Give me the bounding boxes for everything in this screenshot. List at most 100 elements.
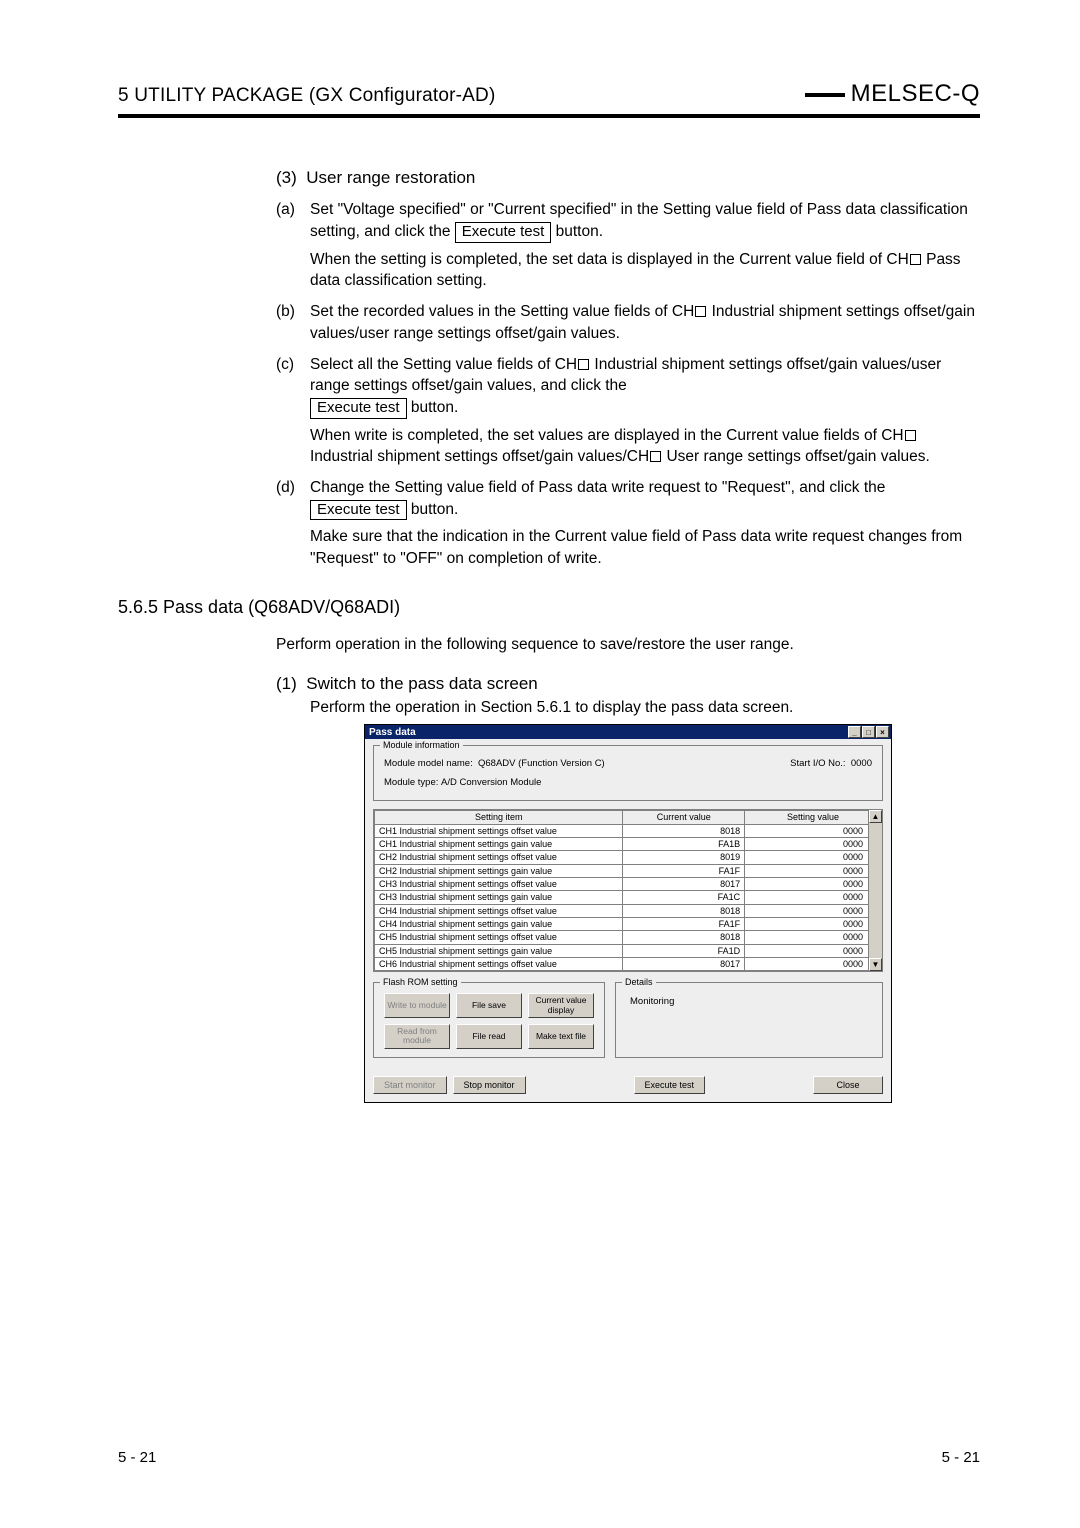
current-value-display-button[interactable]: Current value display <box>528 993 594 1018</box>
scroll-down-icon[interactable]: ▼ <box>869 958 882 971</box>
read-from-module-button[interactable]: Read from module <box>384 1024 450 1049</box>
module-type-label: Module type: <box>384 777 438 788</box>
step-d-p2: Make sure that the indication in the Cur… <box>310 526 980 569</box>
cell-current: 8018 <box>623 931 745 944</box>
cell-setting[interactable]: 0000 <box>745 918 882 931</box>
step-a-p2: When the setting is completed, the set d… <box>310 249 980 292</box>
table-row[interactable]: CH6 Industrial shipment settings offset … <box>375 958 882 971</box>
cell-setting[interactable]: 0000 <box>745 904 882 917</box>
execute-test-inline-a: Execute test <box>455 222 552 243</box>
square-placeholder-icon <box>910 254 921 265</box>
sec3-num: (3) <box>276 168 297 187</box>
module-model-value: Q68ADV (Function Version C) <box>478 758 605 769</box>
sec565-step1-title: Switch to the pass data screen <box>306 674 538 693</box>
minimize-button[interactable]: _ <box>848 726 861 738</box>
step-c-p1c: button. <box>407 399 459 416</box>
cell-setting[interactable]: 0000 <box>745 891 882 904</box>
cell-current: FA1F <box>623 864 745 877</box>
cell-setting[interactable]: 0000 <box>745 944 882 957</box>
details-group: Details Monitoring <box>615 982 883 1057</box>
execute-test-button[interactable]: Execute test <box>634 1076 706 1094</box>
module-model-label: Module model name: <box>384 758 473 769</box>
start-monitor-button[interactable]: Start monitor <box>373 1076 447 1094</box>
table-row[interactable]: CH3 Industrial shipment settings offset … <box>375 877 882 890</box>
module-model: Module model name: Q68ADV (Function Vers… <box>384 759 605 770</box>
page-number-left: 5 - 21 <box>118 1449 156 1466</box>
cell-setting[interactable]: 0000 <box>745 824 882 837</box>
step-c-p1a: Select all the Setting value fields of C… <box>310 356 577 373</box>
close-button[interactable]: × <box>876 726 889 738</box>
file-read-button[interactable]: File read <box>456 1024 522 1049</box>
cell-item: CH5 Industrial shipment settings offset … <box>375 931 623 944</box>
module-io: Start I/O No.: 0000 <box>790 759 872 770</box>
cell-item: CH3 Industrial shipment settings offset … <box>375 877 623 890</box>
page-footer: 5 - 21 5 - 21 <box>118 1449 980 1466</box>
table-scrollbar[interactable]: ▲ ▼ <box>868 810 882 971</box>
step-a-label: (a) <box>276 199 310 291</box>
cell-setting[interactable]: 0000 <box>745 877 882 890</box>
cell-current: FA1F <box>623 918 745 931</box>
step-c-label: (c) <box>276 354 310 467</box>
square-placeholder-icon <box>905 430 916 441</box>
dialog-title: Pass data <box>369 727 416 739</box>
sec3-heading: (3) User range restoration <box>276 166 980 189</box>
step-d-label: (d) <box>276 477 310 569</box>
table-row[interactable]: CH4 Industrial shipment settings gain va… <box>375 918 882 931</box>
flash-rom-group: Flash ROM setting Write to module File s… <box>373 982 605 1057</box>
file-save-button[interactable]: File save <box>456 993 522 1018</box>
step-c: (c) Select all the Setting value fields … <box>276 354 980 467</box>
cell-item: CH1 Industrial shipment settings gain va… <box>375 837 623 850</box>
sec565-heading: 5.6.5 Pass data (Q68ADV/Q68ADI) <box>118 597 980 618</box>
step-a-p2a: When the setting is completed, the set d… <box>310 251 909 268</box>
close-dialog-button[interactable]: Close <box>813 1076 883 1094</box>
execute-test-inline-d: Execute test <box>310 500 407 521</box>
step-c-p2b: Industrial shipment settings offset/gain… <box>310 448 649 465</box>
details-group-title: Details <box>622 977 656 987</box>
table-row[interactable]: CH4 Industrial shipment settings offset … <box>375 904 882 917</box>
sec3-title: User range restoration <box>306 168 475 187</box>
cell-setting[interactable]: 0000 <box>745 851 882 864</box>
sec565-step1-heading: (1) Switch to the pass data screen <box>276 672 980 695</box>
brand-text: MELSEC-Q <box>851 80 980 107</box>
write-to-module-button[interactable]: Write to module <box>384 993 450 1018</box>
table-row[interactable]: CH3 Industrial shipment settings gain va… <box>375 891 882 904</box>
cell-item: CH3 Industrial shipment settings gain va… <box>375 891 623 904</box>
cell-setting[interactable]: 0000 <box>745 931 882 944</box>
cell-item: CH1 Industrial shipment settings offset … <box>375 824 623 837</box>
step-b-p1: Set the recorded values in the Setting v… <box>310 301 980 344</box>
make-text-file-button[interactable]: Make text file <box>528 1024 594 1049</box>
flash-rom-group-title: Flash ROM setting <box>380 977 461 987</box>
col-current-value: Current value <box>623 811 745 824</box>
step-a-p1: Set "Voltage specified" or "Current spec… <box>310 199 980 242</box>
sec565-step1-text: Perform the operation in Section 5.6.1 t… <box>276 697 980 718</box>
cell-current: FA1C <box>623 891 745 904</box>
table-row[interactable]: CH5 Industrial shipment settings offset … <box>375 931 882 944</box>
cell-setting[interactable]: 0000 <box>745 837 882 850</box>
cell-setting[interactable]: 0000 <box>745 864 882 877</box>
brand: MELSEC-Q <box>805 80 980 108</box>
scroll-up-icon[interactable]: ▲ <box>869 810 882 823</box>
module-info-group-title: Module information <box>380 740 463 750</box>
cell-item: CH4 Industrial shipment settings offset … <box>375 904 623 917</box>
step-d: (d) Change the Setting value field of Pa… <box>276 477 980 569</box>
table-row[interactable]: CH1 Industrial shipment settings gain va… <box>375 837 882 850</box>
module-io-value: 0000 <box>851 758 872 769</box>
step-c-p2c: User range settings offset/gain values. <box>662 448 930 465</box>
cell-setting[interactable]: 0000 <box>745 958 882 971</box>
step-c-p2a: When write is completed, the set values … <box>310 427 904 444</box>
table-row[interactable]: CH2 Industrial shipment settings gain va… <box>375 864 882 877</box>
step-a-p1b: button. <box>551 223 603 240</box>
details-status: Monitoring <box>626 993 872 1034</box>
step-d-p1b: button. <box>407 501 459 518</box>
col-setting-item: Setting item <box>375 811 623 824</box>
cell-item: CH2 Industrial shipment settings gain va… <box>375 864 623 877</box>
maximize-button[interactable]: □ <box>862 726 875 738</box>
dialog-titlebar: Pass data _ □ × <box>365 725 891 739</box>
table-row[interactable]: CH2 Industrial shipment settings offset … <box>375 851 882 864</box>
table-row[interactable]: CH1 Industrial shipment settings offset … <box>375 824 882 837</box>
square-placeholder-icon <box>650 451 661 462</box>
chapter-title: 5 UTILITY PACKAGE (GX Configurator-AD) <box>118 85 496 107</box>
step-b-label: (b) <box>276 301 310 344</box>
table-row[interactable]: CH5 Industrial shipment settings gain va… <box>375 944 882 957</box>
stop-monitor-button[interactable]: Stop monitor <box>453 1076 526 1094</box>
